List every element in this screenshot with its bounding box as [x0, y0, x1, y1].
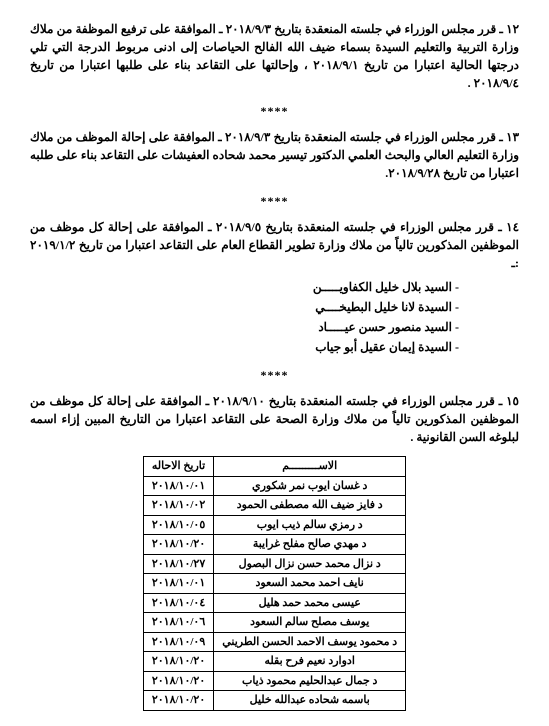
decree-14: ١٤ ـ قرر مجلس الوزراء في جلسته المنعقدة …	[30, 218, 519, 356]
cell-name: يوسف مصلح سالم السعود	[214, 613, 406, 633]
table-row: د فايز ضيف الله مصطفى الحمود٢٠١٨/١٠/٠٢	[143, 496, 405, 516]
col-name: الاســـــــــم	[214, 457, 406, 477]
cell-name: د محمود يوسف الاحمد الحسن الطريني	[214, 632, 406, 652]
decree-12: ١٢ ـ قرر مجلس الوزراء في جلسته المنعقدة …	[30, 20, 519, 92]
decree-13-text: ١٣ ـ قرر مجلس الوزراء في جلسته المنعقدة …	[30, 128, 519, 182]
cell-name: نايف احمد محمد السعود	[214, 574, 406, 594]
cell-date: ٢٠١٨/١٠/٠٤	[143, 593, 213, 613]
table-row: باسمه شحاده عبدالله خليل٢٠١٨/١٠/٢٠	[143, 691, 405, 711]
employees-table: الاســـــــــم تاريخ الاحاله د غسان ايوب…	[143, 456, 406, 711]
item-body: ـ قرر مجلس الوزراء في جلسته المنعقدة بتا…	[30, 22, 519, 90]
table-row: يوسف مصلح سالم السعود٢٠١٨/١٠/٠٦	[143, 613, 405, 633]
cell-date: ٢٠١٨/١٠/٠١	[143, 574, 213, 594]
cell-name: باسمه شحاده عبدالله خليل	[214, 691, 406, 711]
decree-15-text: ١٥ ـ قرر مجلس الوزراء في جلسته المنعقدة …	[30, 392, 519, 446]
cell-date: ٢٠١٨/١٠/٠٩	[143, 632, 213, 652]
table-row: د غسان ايوب نمر شكوري٢٠١٨/١٠/٠١	[143, 476, 405, 496]
cell-name: د فايز ضيف الله مصطفى الحمود	[214, 496, 406, 516]
employee-sublist: - السيد بلال خليل الكفاويـــــن - السيدة…	[30, 278, 459, 356]
item-number: ١٤	[506, 220, 519, 234]
table-row: د نزال محمد حسن نزال البصول٢٠١٨/١٠/٢٧	[143, 554, 405, 574]
item-body: ـ قرر مجلس الوزراء في جلسته المنعقدة بتا…	[30, 220, 519, 270]
item-number: ١٥	[506, 394, 519, 408]
cell-date: ٢٠١٨/١٠/٢٠	[143, 535, 213, 555]
item-body: ـ قرر مجلس الوزراء في جلسته المنعقدة بتا…	[30, 130, 519, 180]
item-body: ـ قرر مجلس الوزراء في جلسته المنعقدة بتا…	[30, 394, 519, 444]
decree-12-text: ١٢ ـ قرر مجلس الوزراء في جلسته المنعقدة …	[30, 20, 519, 92]
cell-date: ٢٠١٨/١٠/٠١	[143, 476, 213, 496]
cell-date: ٢٠١٨/١٠/٢٠	[143, 652, 213, 672]
table-row: د جمال عبدالحليم محمود ذياب٢٠١٨/١٠/٢٠	[143, 671, 405, 691]
cell-name: د نزال محمد حسن نزال البصول	[214, 554, 406, 574]
cell-date: ٢٠١٨/١٠/٢٠	[143, 691, 213, 711]
table-row: د محمود يوسف الاحمد الحسن الطريني٢٠١٨/١٠…	[143, 632, 405, 652]
table-row: د مهدي صالح مفلح غرايبة٢٠١٨/١٠/٢٠	[143, 535, 405, 555]
cell-date: ٢٠١٨/١٠/٢٠	[143, 671, 213, 691]
table-header-row: الاســـــــــم تاريخ الاحاله	[143, 457, 405, 477]
cell-name: د جمال عبدالحليم محمود ذياب	[214, 671, 406, 691]
cell-date: ٢٠١٨/١٠/٠٥	[143, 515, 213, 535]
item-number: ١٣	[506, 130, 519, 144]
separator: ****	[30, 102, 519, 120]
table-row: ادوارد نعيم فرح بقله٢٠١٨/١٠/٢٠	[143, 652, 405, 672]
sublist-item: - السيدة إيمان عقيل أبو جياب	[30, 338, 459, 356]
cell-name: عيسى محمد حمد هليل	[214, 593, 406, 613]
cell-name: د رمزي سالم ذيب ايوب	[214, 515, 406, 535]
sublist-item: - السيدة لانا خليل البطيخــــي	[30, 298, 459, 316]
decree-15: ١٥ ـ قرر مجلس الوزراء في جلسته المنعقدة …	[30, 392, 519, 446]
table-row: نايف احمد محمد السعود٢٠١٨/١٠/٠١	[143, 574, 405, 594]
cell-name: ادوارد نعيم فرح بقله	[214, 652, 406, 672]
decree-13: ١٣ ـ قرر مجلس الوزراء في جلسته المنعقدة …	[30, 128, 519, 182]
cell-date: ٢٠١٨/١٠/٠٦	[143, 613, 213, 633]
table-row: د رمزي سالم ذيب ايوب٢٠١٨/١٠/٠٥	[143, 515, 405, 535]
decree-14-text: ١٤ ـ قرر مجلس الوزراء في جلسته المنعقدة …	[30, 218, 519, 272]
col-date: تاريخ الاحاله	[143, 457, 213, 477]
item-number: ١٢	[506, 22, 519, 36]
cell-name: د مهدي صالح مفلح غرايبة	[214, 535, 406, 555]
sublist-item: - السيد بلال خليل الكفاويـــــن	[30, 278, 459, 296]
separator: ****	[30, 192, 519, 210]
table-row: عيسى محمد حمد هليل٢٠١٨/١٠/٠٤	[143, 593, 405, 613]
cell-date: ٢٠١٨/١٠/٠٢	[143, 496, 213, 516]
cell-date: ٢٠١٨/١٠/٢٧	[143, 554, 213, 574]
sublist-item: - السيد منصور حسن عيـــــاد	[30, 318, 459, 336]
separator: ****	[30, 366, 519, 384]
cell-name: د غسان ايوب نمر شكوري	[214, 476, 406, 496]
